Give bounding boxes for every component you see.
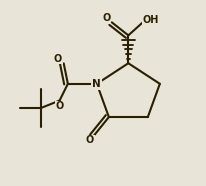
Text: OH: OH <box>142 15 158 25</box>
Text: O: O <box>54 54 62 64</box>
Text: N: N <box>92 79 101 89</box>
Text: O: O <box>85 135 94 145</box>
Text: O: O <box>55 102 63 111</box>
Text: O: O <box>102 13 110 23</box>
